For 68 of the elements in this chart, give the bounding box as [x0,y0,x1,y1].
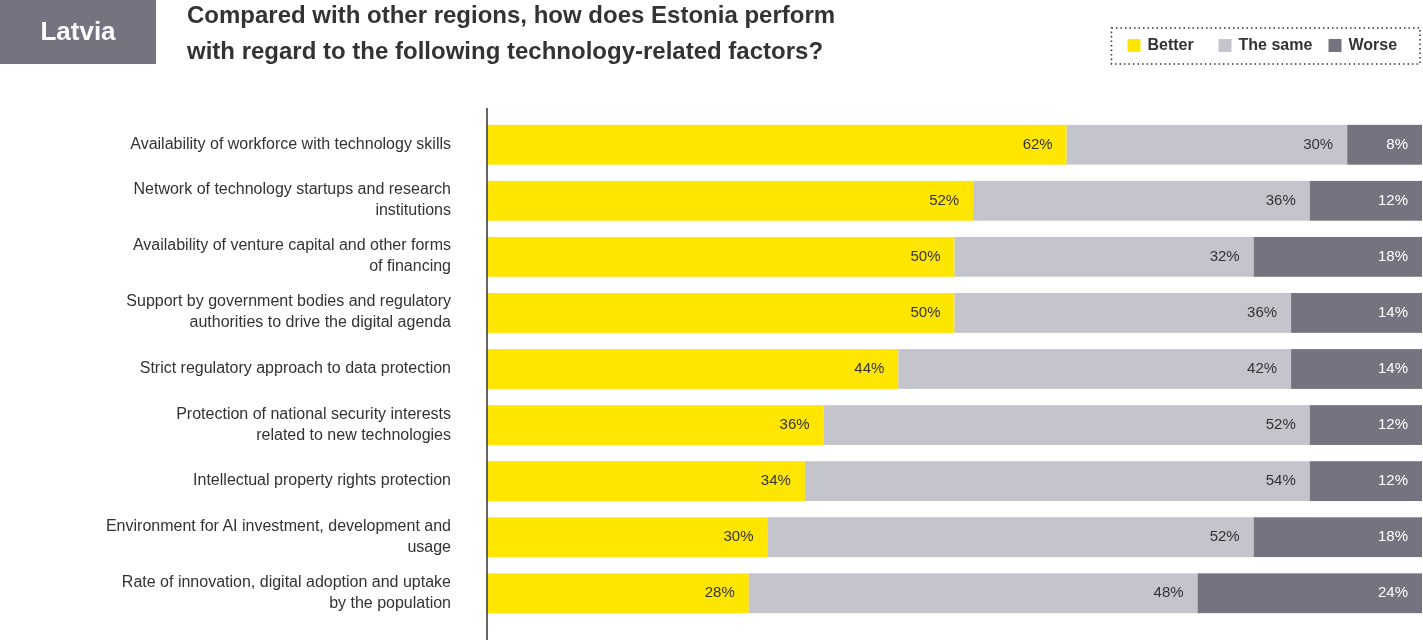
text: Latvia [40,15,117,46]
bar [973,180,1310,221]
bar [487,461,805,502]
legend-label: Better [1147,36,1194,54]
data-label: 28% [704,583,735,601]
data-label: 36% [1247,302,1278,320]
data-label: 36% [1265,190,1296,208]
bar [487,573,749,614]
bar [823,405,1310,445]
y-tick-label: Availability of venture capital and other forms of financing [132,236,451,275]
data-label: 12% [1377,190,1408,208]
data-label: 8% [1386,134,1408,152]
legend-label: The same [1238,36,1313,54]
bar [804,461,1310,502]
data-label: 52% [1265,415,1296,433]
bar [898,349,1292,389]
data-label: 14% [1377,358,1408,376]
data-label: 34% [760,471,791,489]
y-tick-label: Availability of workforce with technology skills [130,134,451,152]
legend-label: Worse [1348,36,1398,54]
bar [1197,573,1422,614]
data-label: 30% [1303,134,1334,152]
bar [1291,293,1422,333]
bar [487,517,768,558]
y-tick-label: Intellectual property rights protection [193,471,451,489]
bar [767,517,1254,558]
chart-title: Compared with other regions, how does Estonia perform with regard to the following technology-related factors? [186,1,836,65]
bar [1253,236,1422,277]
bar [1291,349,1422,389]
data-label: 18% [1377,527,1408,545]
bar [1309,180,1422,221]
data-label: 36% [779,415,810,433]
data-label: 24% [1377,583,1408,601]
data-label: 12% [1377,471,1408,489]
y-tick-label: Protection of national security interests related to new technologies [176,404,451,443]
data-label: 44% [854,358,885,376]
bar [487,124,1067,165]
bar [487,293,955,333]
data-label: 32% [1209,246,1240,264]
data-label: 48% [1153,583,1184,601]
bar [1253,517,1422,558]
bar [487,349,899,389]
bar [487,180,974,221]
bar [954,236,1254,277]
data-label: 54% [1265,471,1296,489]
data-label: 42% [1247,358,1278,376]
y-tick-label: Environment for AI investment, development and usage [105,516,452,555]
data-label: 62% [1022,134,1053,152]
bar [954,293,1292,333]
bar [748,573,1198,614]
bar [1309,405,1422,445]
y-tick-label: Strict regulatory approach to data protection [139,359,451,377]
y-tick-label: Support by government bodies and regulatory authorities to drive the digital agenda [126,292,452,331]
bar [487,236,955,277]
data-label: 14% [1377,302,1408,320]
bar [1347,124,1422,165]
bar [487,405,824,445]
bar [1309,461,1422,502]
data-label: 30% [723,527,754,545]
data-label: 52% [929,190,960,208]
y-tick-label: Rate of innovation, digital adoption and uptake by the population [121,572,452,611]
data-label: 12% [1377,415,1408,433]
data-label: 50% [910,302,941,320]
bar [1066,124,1348,165]
data-label: 18% [1377,246,1408,264]
y-tick-label: Network of technology startups and research institutions [133,180,451,219]
data-label: 52% [1209,527,1240,545]
data-label: 50% [910,246,941,264]
